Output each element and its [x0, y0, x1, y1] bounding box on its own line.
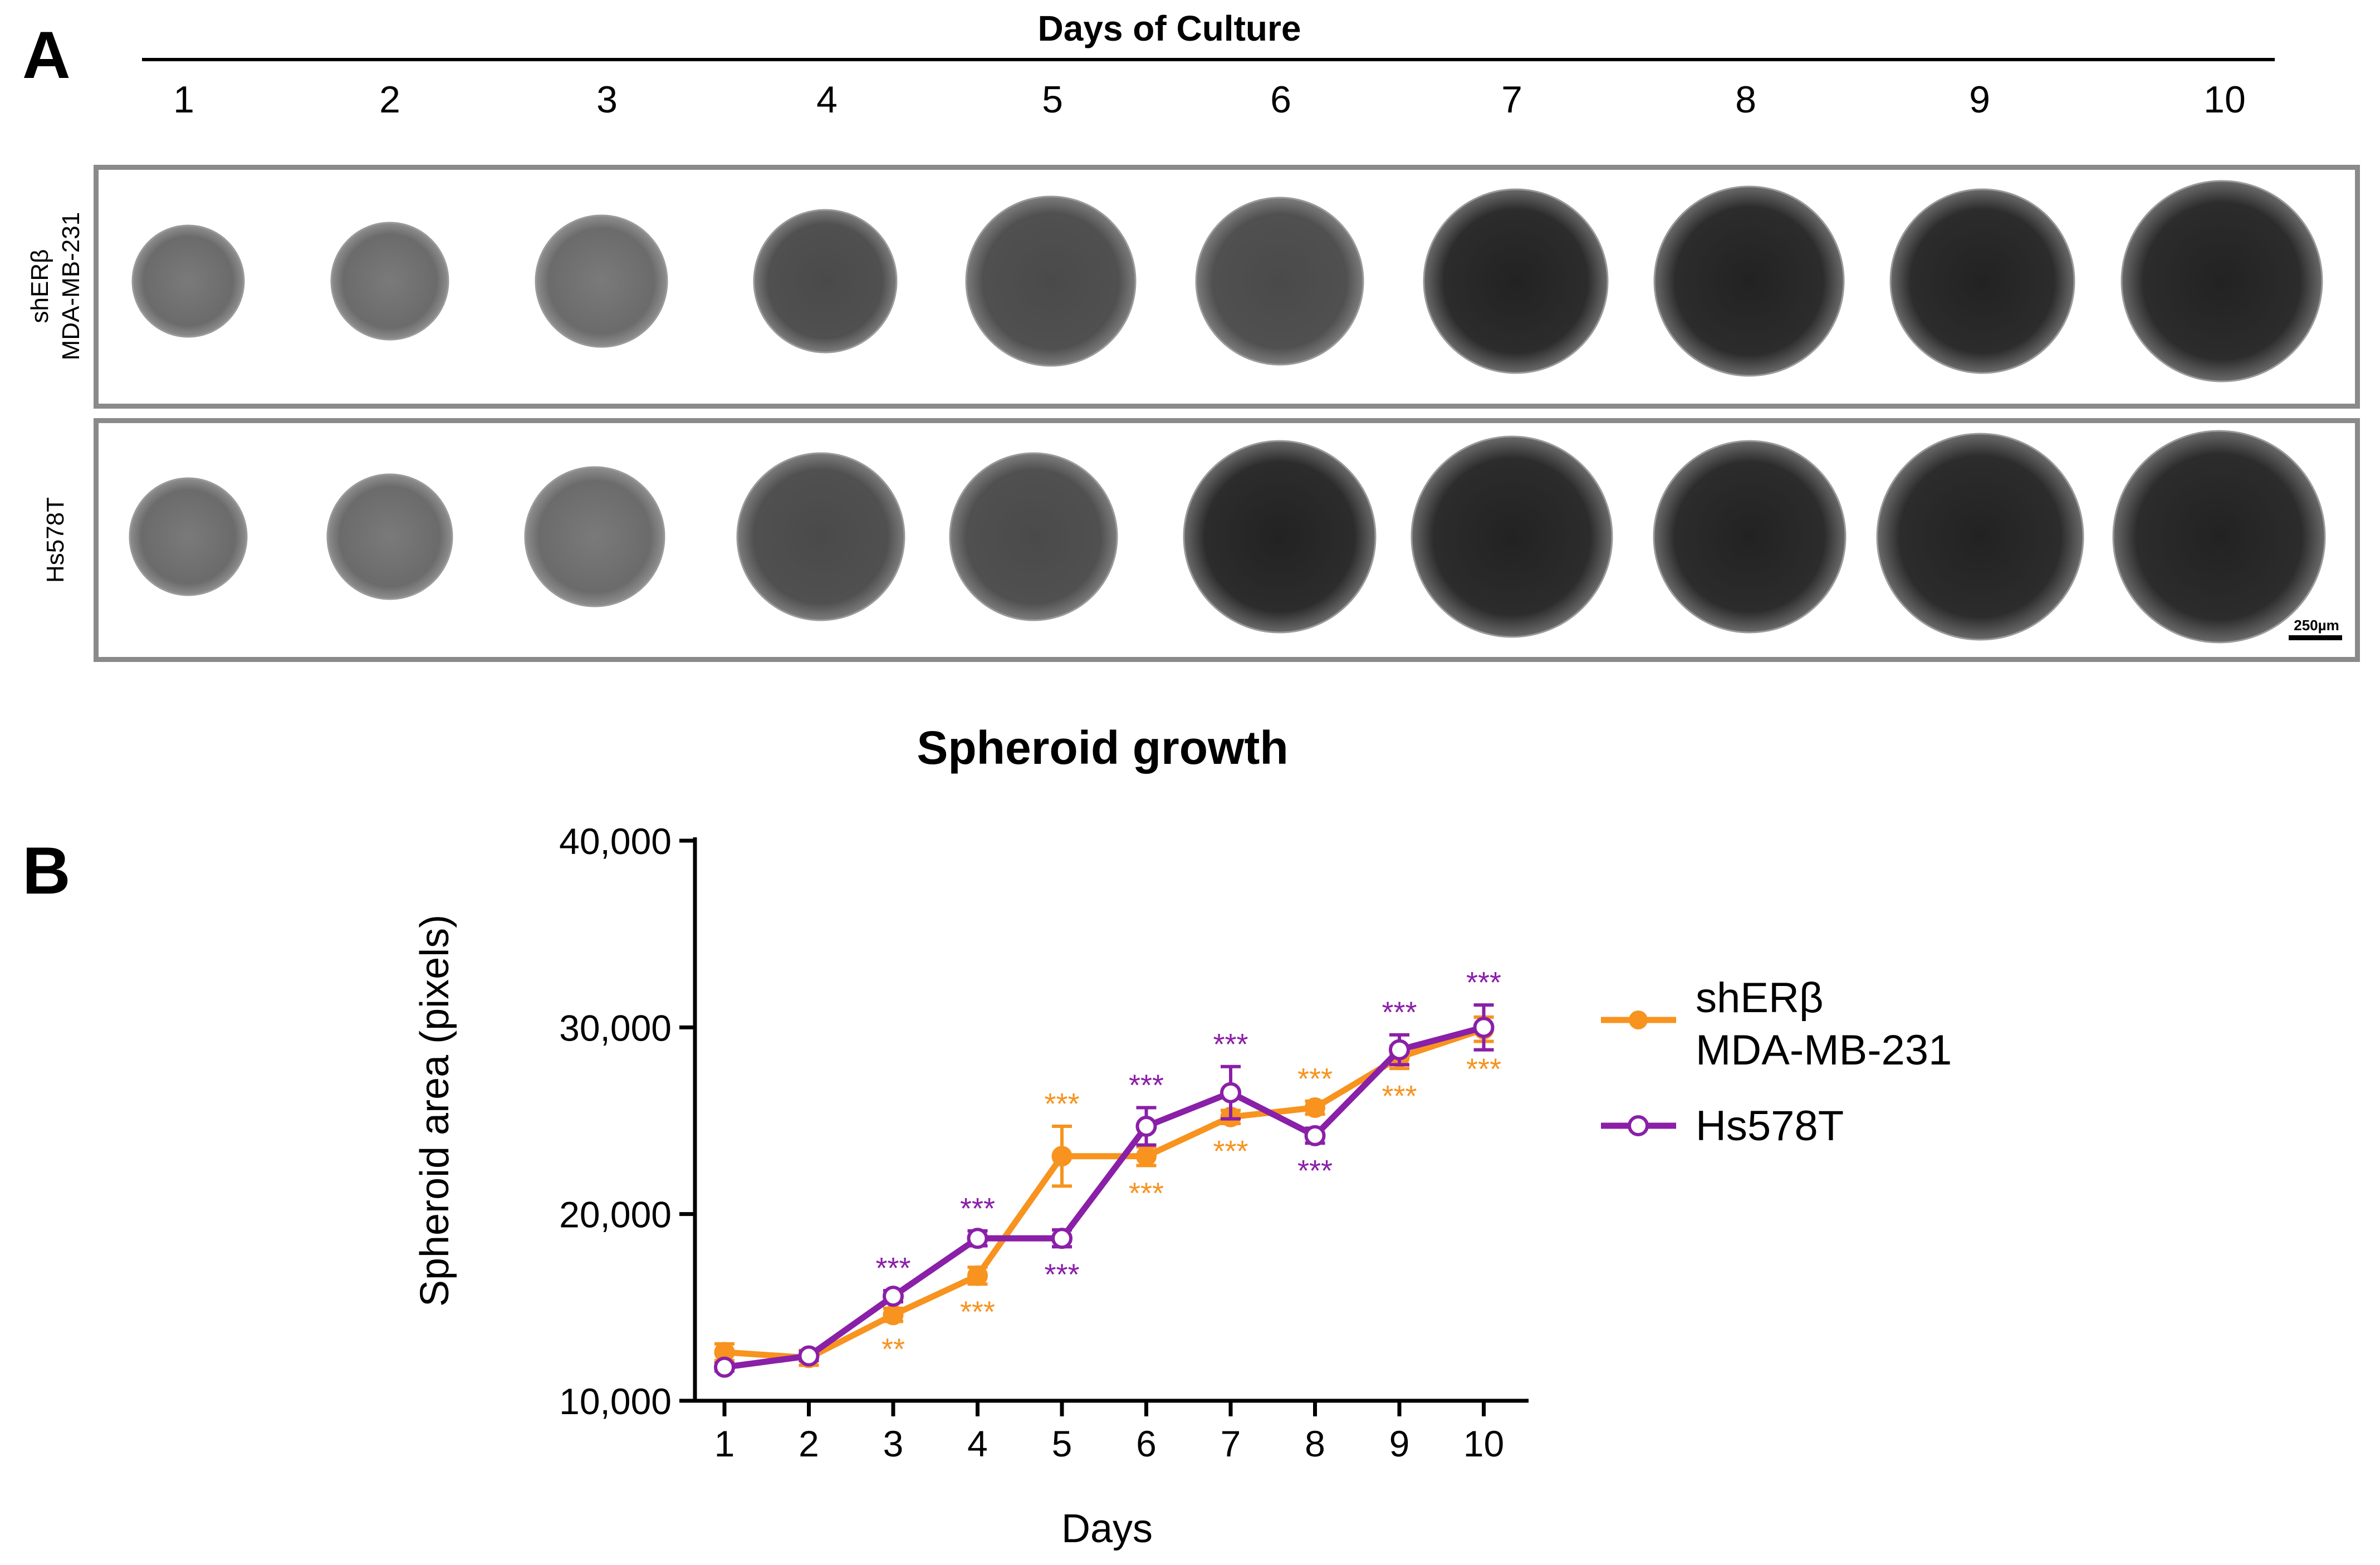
day-number-4: 4	[816, 79, 838, 121]
panel-a-label: A	[22, 18, 71, 92]
day-number-10: 10	[2203, 79, 2246, 121]
significance-marker: **	[882, 1332, 905, 1366]
significance-marker: ***	[1297, 1062, 1333, 1096]
day-number-8: 8	[1735, 79, 1756, 121]
day-number-6: 6	[1270, 79, 1291, 121]
significance-marker: ***	[960, 1295, 995, 1328]
significance-marker: ***	[1382, 1080, 1417, 1113]
data-point	[1220, 1082, 1241, 1103]
data-point	[1473, 1017, 1495, 1038]
legend-swatch-marker	[1628, 1115, 1649, 1136]
legend-label: Hs578T	[1696, 1102, 1844, 1150]
spheroid-row1-day-1	[131, 224, 245, 338]
day-number-3: 3	[596, 79, 618, 121]
scale-bar-label: 250µm	[2294, 617, 2339, 634]
days-of-culture-header: Days of Culture	[1037, 8, 1301, 48]
y-tick-label: 40,000	[559, 821, 672, 862]
day-number-2: 2	[379, 79, 400, 121]
day-number-1: 1	[173, 79, 194, 121]
spheroid-row2-day-5	[949, 452, 1118, 621]
series-line	[724, 1024, 1485, 1371]
significance-marker: ***	[1213, 1028, 1248, 1061]
spheroid-row2-day-4	[736, 452, 905, 621]
series-line	[724, 1026, 1485, 1361]
spheroid-row2-day-2	[326, 473, 453, 600]
x-tick-label: 5	[1052, 1423, 1073, 1464]
x-tick-label: 2	[799, 1423, 819, 1464]
significance-marker: ***	[960, 1192, 995, 1225]
y-axis-label: Spheroid area (pixels)	[413, 915, 457, 1307]
chart-title: Spheroid growth	[917, 722, 1289, 774]
legend-swatch-marker	[1629, 1010, 1648, 1029]
y-tick-label: 10,000	[559, 1381, 672, 1422]
x-tick-label: 3	[883, 1423, 904, 1464]
data-point	[1051, 1228, 1073, 1249]
spheroid-row2-day-7	[1411, 435, 1613, 638]
legend-label: shERβ	[1696, 974, 1824, 1022]
spheroid-row2-day-1	[129, 477, 248, 596]
spheroid-row1-day-6	[1195, 197, 1364, 366]
days-header-rule	[142, 58, 2275, 61]
spheroid-row1-day-4	[753, 209, 898, 354]
data-point	[1389, 1039, 1410, 1061]
spheroid-row2-day-9	[1876, 433, 2084, 641]
spheroid-row1-day-3	[535, 214, 668, 348]
spheroid-row1-day-8	[1653, 185, 1845, 377]
data-point	[967, 1265, 988, 1286]
significance-marker: ***	[1382, 996, 1417, 1029]
legend-label-line2: MDA-MB-231	[1696, 1027, 1952, 1074]
x-tick-label: 9	[1389, 1423, 1410, 1464]
x-axis-label: Days	[1061, 1507, 1153, 1551]
significance-marker: ***	[875, 1252, 910, 1285]
data-point	[883, 1304, 904, 1326]
significance-marker: ***	[1297, 1154, 1333, 1188]
x-tick-label: 7	[1221, 1423, 1241, 1464]
spheroid-row2-day-6	[1183, 440, 1377, 634]
spheroid-row2-day-8	[1653, 440, 1847, 634]
data-point	[1136, 1146, 1157, 1167]
significance-marker: ***	[1466, 1052, 1501, 1086]
data-point	[1304, 1125, 1326, 1146]
day-number-9: 9	[1969, 79, 1990, 121]
significance-marker: ***	[1213, 1135, 1248, 1168]
x-tick-label: 1	[714, 1423, 735, 1464]
data-point	[883, 1286, 904, 1307]
spheroid-row1-day-10	[2121, 180, 2323, 382]
significance-marker: ***	[1129, 1069, 1164, 1102]
significance-marker: ***	[1044, 1258, 1079, 1291]
data-point	[714, 1356, 735, 1378]
spheroid-row2-day-10	[2112, 430, 2326, 644]
significance-marker: ***	[1129, 1176, 1164, 1210]
significance-marker: ***	[1466, 966, 1501, 999]
x-tick-label: 10	[1463, 1423, 1504, 1464]
scale-bar: 250µm	[2289, 617, 2344, 640]
spheroid-row1-day-7	[1423, 188, 1609, 374]
day-number-7: 7	[1501, 79, 1522, 121]
day-number-5: 5	[1042, 79, 1063, 121]
data-point	[967, 1228, 988, 1249]
x-tick-label: 6	[1136, 1423, 1157, 1464]
spheroid-row2-day-3	[524, 466, 665, 607]
x-tick-label: 8	[1305, 1423, 1325, 1464]
series-hs578t: *** *** *** *** *** *** *** ***	[714, 966, 1501, 1378]
significance-marker: ***	[1044, 1087, 1079, 1121]
data-point	[798, 1345, 820, 1367]
x-tick-label: 4	[967, 1423, 988, 1464]
spheroid-row1-day-2	[330, 222, 449, 341]
panel-b-label: B	[22, 833, 71, 908]
scale-bar-line	[2289, 635, 2342, 640]
data-point	[1051, 1146, 1073, 1167]
spheroid-row1-day-5	[965, 195, 1137, 367]
y-tick-label: 30,000	[559, 1007, 672, 1048]
data-point	[1135, 1116, 1157, 1137]
y-tick-label: 20,000	[559, 1194, 672, 1235]
spheroid-images	[129, 180, 2326, 644]
chart-legend: shERβ MDA-MB-231 Hs578T	[1601, 974, 1952, 1150]
spheroid-row1-day-9	[1889, 188, 2075, 374]
data-point	[1305, 1097, 1325, 1118]
